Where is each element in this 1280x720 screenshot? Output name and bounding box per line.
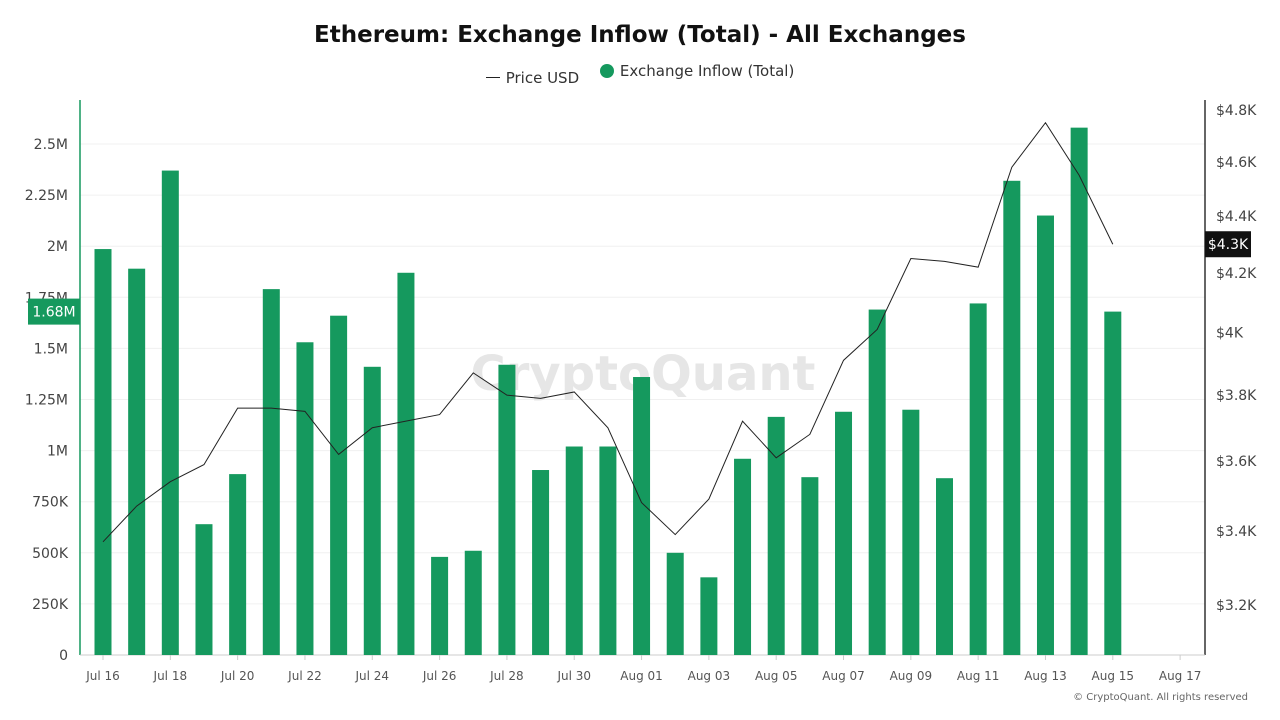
bar xyxy=(1036,215,1054,656)
legend-label: Price USD xyxy=(505,68,580,87)
left-tick-label: 1M xyxy=(47,444,68,460)
x-tick-label: Aug 17 xyxy=(1159,669,1202,683)
bar xyxy=(969,303,987,655)
bar xyxy=(633,377,651,655)
bar xyxy=(431,556,449,655)
bar xyxy=(599,446,617,655)
bar xyxy=(868,309,886,655)
x-tick-label: Jul 18 xyxy=(153,669,188,683)
x-tick-label: Jul 24 xyxy=(354,669,389,683)
bar xyxy=(700,577,718,655)
bar xyxy=(330,315,348,655)
bar xyxy=(262,289,280,655)
bar xyxy=(296,342,314,655)
right-tick-label: $4.2K xyxy=(1216,266,1257,282)
bar xyxy=(363,366,381,655)
left-tick-label: 500K xyxy=(32,546,69,562)
bar xyxy=(1104,311,1122,655)
bar xyxy=(1070,127,1088,655)
left-tick-label: 1.25M xyxy=(25,393,68,409)
bar xyxy=(565,446,583,655)
right-tick-label: $4.6K xyxy=(1216,155,1257,171)
x-tick-label: Aug 13 xyxy=(1024,669,1067,683)
x-tick-label: Aug 03 xyxy=(688,669,731,683)
legend-item-price[interactable]: Price USD xyxy=(485,68,580,87)
legend-item-inflow[interactable]: Exchange Inflow (Total) xyxy=(599,62,795,80)
bar xyxy=(195,524,213,655)
left-tick-label: 2.25M xyxy=(25,188,68,204)
right-tick-label: $4K xyxy=(1216,326,1244,342)
dot-swatch xyxy=(599,64,614,78)
x-tick-label: Jul 22 xyxy=(287,669,322,683)
right-tick-label: $3.8K xyxy=(1216,388,1257,404)
current-price-badge xyxy=(1205,231,1251,258)
bar xyxy=(767,416,785,655)
left-tick-label: 0 xyxy=(59,648,68,664)
bar xyxy=(397,272,415,655)
bar xyxy=(1003,180,1021,656)
bar xyxy=(229,474,247,655)
x-tick-label: Aug 15 xyxy=(1092,669,1135,683)
credit: © CryptoQuant. All rights reserved xyxy=(1073,692,1248,703)
bar xyxy=(128,268,146,655)
bar xyxy=(532,470,550,655)
current-inflow-badge xyxy=(28,298,80,325)
x-tick-label: Aug 09 xyxy=(890,669,933,683)
bar xyxy=(94,249,112,656)
x-tick-label: Jul 28 xyxy=(489,669,524,683)
line-swatch xyxy=(485,77,500,78)
left-tick-label: 2.5M xyxy=(34,137,68,153)
bar xyxy=(936,478,953,655)
x-tick-label: Jul 20 xyxy=(220,669,255,683)
bar xyxy=(734,458,752,655)
bar xyxy=(161,170,179,655)
bar xyxy=(464,550,482,655)
left-tick-label: 2M xyxy=(47,239,68,255)
legend: Price USD Exchange Inflow (Total) xyxy=(0,62,1280,87)
right-tick-label: $4.4K xyxy=(1216,209,1257,225)
x-tick-label: Jul 26 xyxy=(422,669,457,683)
x-tick-label: Jul 16 xyxy=(85,669,120,683)
legend-label: Exchange Inflow (Total) xyxy=(619,62,795,80)
x-tick-label: Aug 01 xyxy=(620,669,663,683)
chart-title: Ethereum: Exchange Inflow (Total) - All … xyxy=(314,22,966,48)
bar xyxy=(801,477,819,655)
x-tick-label: Aug 07 xyxy=(822,669,865,683)
current-inflow-label: 1.68M xyxy=(32,305,75,321)
x-tick-label: Jul 30 xyxy=(556,669,591,683)
right-tick-label: $3.6K xyxy=(1216,454,1257,470)
bar xyxy=(666,552,684,655)
x-tick-label: Aug 11 xyxy=(957,669,1000,683)
right-tick-label: $4.8K xyxy=(1216,103,1257,119)
right-tick-label: $3.2K xyxy=(1216,598,1257,614)
bar xyxy=(498,364,516,655)
bar xyxy=(902,409,920,655)
current-price-label: $4.3K xyxy=(1208,237,1249,253)
x-tick-label: Aug 05 xyxy=(755,669,798,683)
left-tick-label: 250K xyxy=(32,597,69,613)
left-tick-label: 1.5M xyxy=(34,341,68,357)
bar xyxy=(835,411,853,655)
right-tick-label: $3.4K xyxy=(1216,524,1257,540)
left-tick-label: 750K xyxy=(32,495,69,511)
